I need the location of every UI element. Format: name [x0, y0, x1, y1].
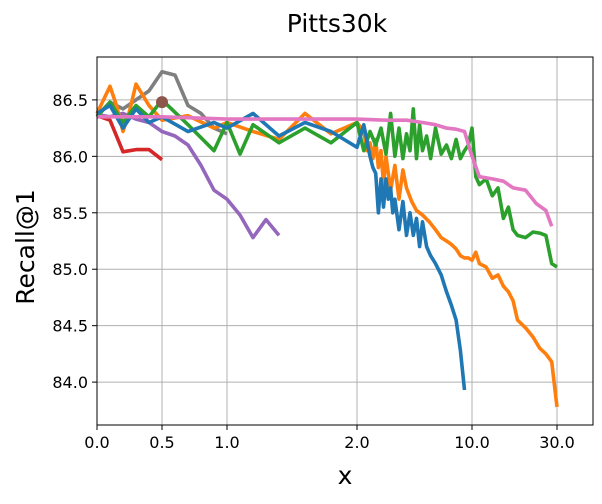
- series-layer: [95, 69, 559, 408]
- chart-title: Pitts30k: [287, 9, 388, 38]
- y-tick-label: 86.0: [52, 147, 88, 166]
- x-tick-label: 2.0: [344, 433, 369, 452]
- series-red-line: [96, 113, 164, 162]
- y-axis-ticks: 84.0 84.5 85.0 85.5 86.0 86.5: [52, 91, 97, 392]
- marker-layer: [156, 96, 168, 109]
- x-tick-label: 1.0: [214, 433, 239, 452]
- x-tick-label: 0.5: [149, 433, 174, 452]
- plot-frame: [96, 56, 594, 426]
- x-tick-label: 10.0: [454, 433, 490, 452]
- series-green-line: [95, 98, 558, 269]
- x-tick-label: 30.0: [539, 433, 575, 452]
- x-tick-label: 0.0: [84, 433, 109, 452]
- y-tick-label: 84.0: [52, 373, 88, 392]
- y-tick-label: 85.0: [52, 260, 88, 279]
- gridlines: [96, 57, 593, 425]
- x-axis-ticks: 0.0 0.5 1.0 2.0 10.0 30.0: [84, 425, 575, 452]
- series-blue-line: [96, 103, 467, 391]
- y-tick-label: 86.5: [52, 91, 88, 110]
- reference-point-marker: [156, 96, 168, 109]
- y-tick-label: 84.5: [52, 317, 88, 336]
- y-tick-label: 85.5: [52, 204, 88, 223]
- series-pink-line: [97, 115, 554, 227]
- y-axis-label: Recall@1: [11, 189, 40, 305]
- x-axis-label: x: [338, 461, 353, 490]
